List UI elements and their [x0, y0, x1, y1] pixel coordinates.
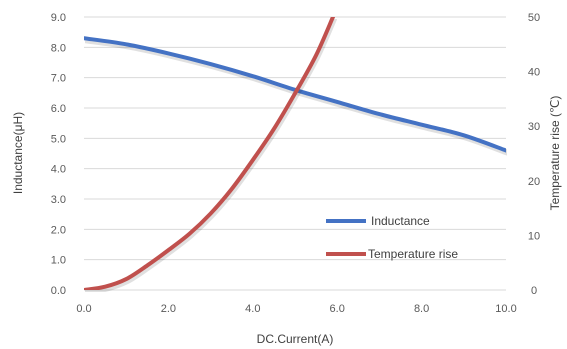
left-y-axis-title: Inductance(μH)	[11, 112, 25, 194]
legend-label-inductance: Inductance	[371, 214, 430, 228]
left-y-tick-label: 4.0	[51, 164, 66, 176]
left-y-tick-label: 2.0	[51, 224, 66, 236]
right-y-tick-label: 20	[528, 176, 540, 188]
left-y-tick-label: 0.0	[51, 285, 66, 297]
right-y-tick-label: 40	[528, 67, 540, 79]
series-line-temperature-rise	[84, 17, 335, 290]
x-tick-label: 8.0	[414, 303, 429, 315]
right-y-tick-label: 30	[528, 121, 540, 133]
series-group	[84, 17, 507, 292]
x-axis-title: DC.Current(A)	[257, 332, 334, 346]
x-tick-label: 6.0	[330, 303, 345, 315]
left-y-tick-label: 3.0	[51, 194, 66, 206]
right-y-tick-label: 0	[531, 285, 537, 297]
legend-label-temperature-rise: Temperature rise	[368, 247, 458, 261]
left-y-tick-label: 1.0	[51, 255, 66, 267]
x-tick-label: 2.0	[161, 303, 176, 315]
x-tick-label: 10.0	[495, 303, 516, 315]
left-y-tick-label: 6.0	[51, 103, 66, 115]
tick-labels: 0.0 1.0 2.0 3.0 4.0 5.0 6.0 7.0 8.0 9.0 0 10 20 30 40 5…	[51, 12, 540, 315]
right-y-axis-title: Temperature rise (℃)	[548, 96, 562, 211]
x-tick-label: 0.0	[76, 303, 91, 315]
left-y-tick-label: 5.0	[51, 133, 66, 145]
legend: Inductance Temperature rise	[326, 214, 458, 261]
right-y-tick-label: 10	[528, 230, 540, 242]
left-y-tick-label: 8.0	[51, 42, 66, 54]
x-tick-label: 4.0	[245, 303, 260, 315]
series-shadow-temperature-rise	[85, 19, 337, 292]
right-y-tick-label: 50	[528, 12, 540, 24]
left-y-tick-label: 9.0	[51, 12, 66, 24]
left-y-tick-label: 7.0	[51, 73, 66, 85]
